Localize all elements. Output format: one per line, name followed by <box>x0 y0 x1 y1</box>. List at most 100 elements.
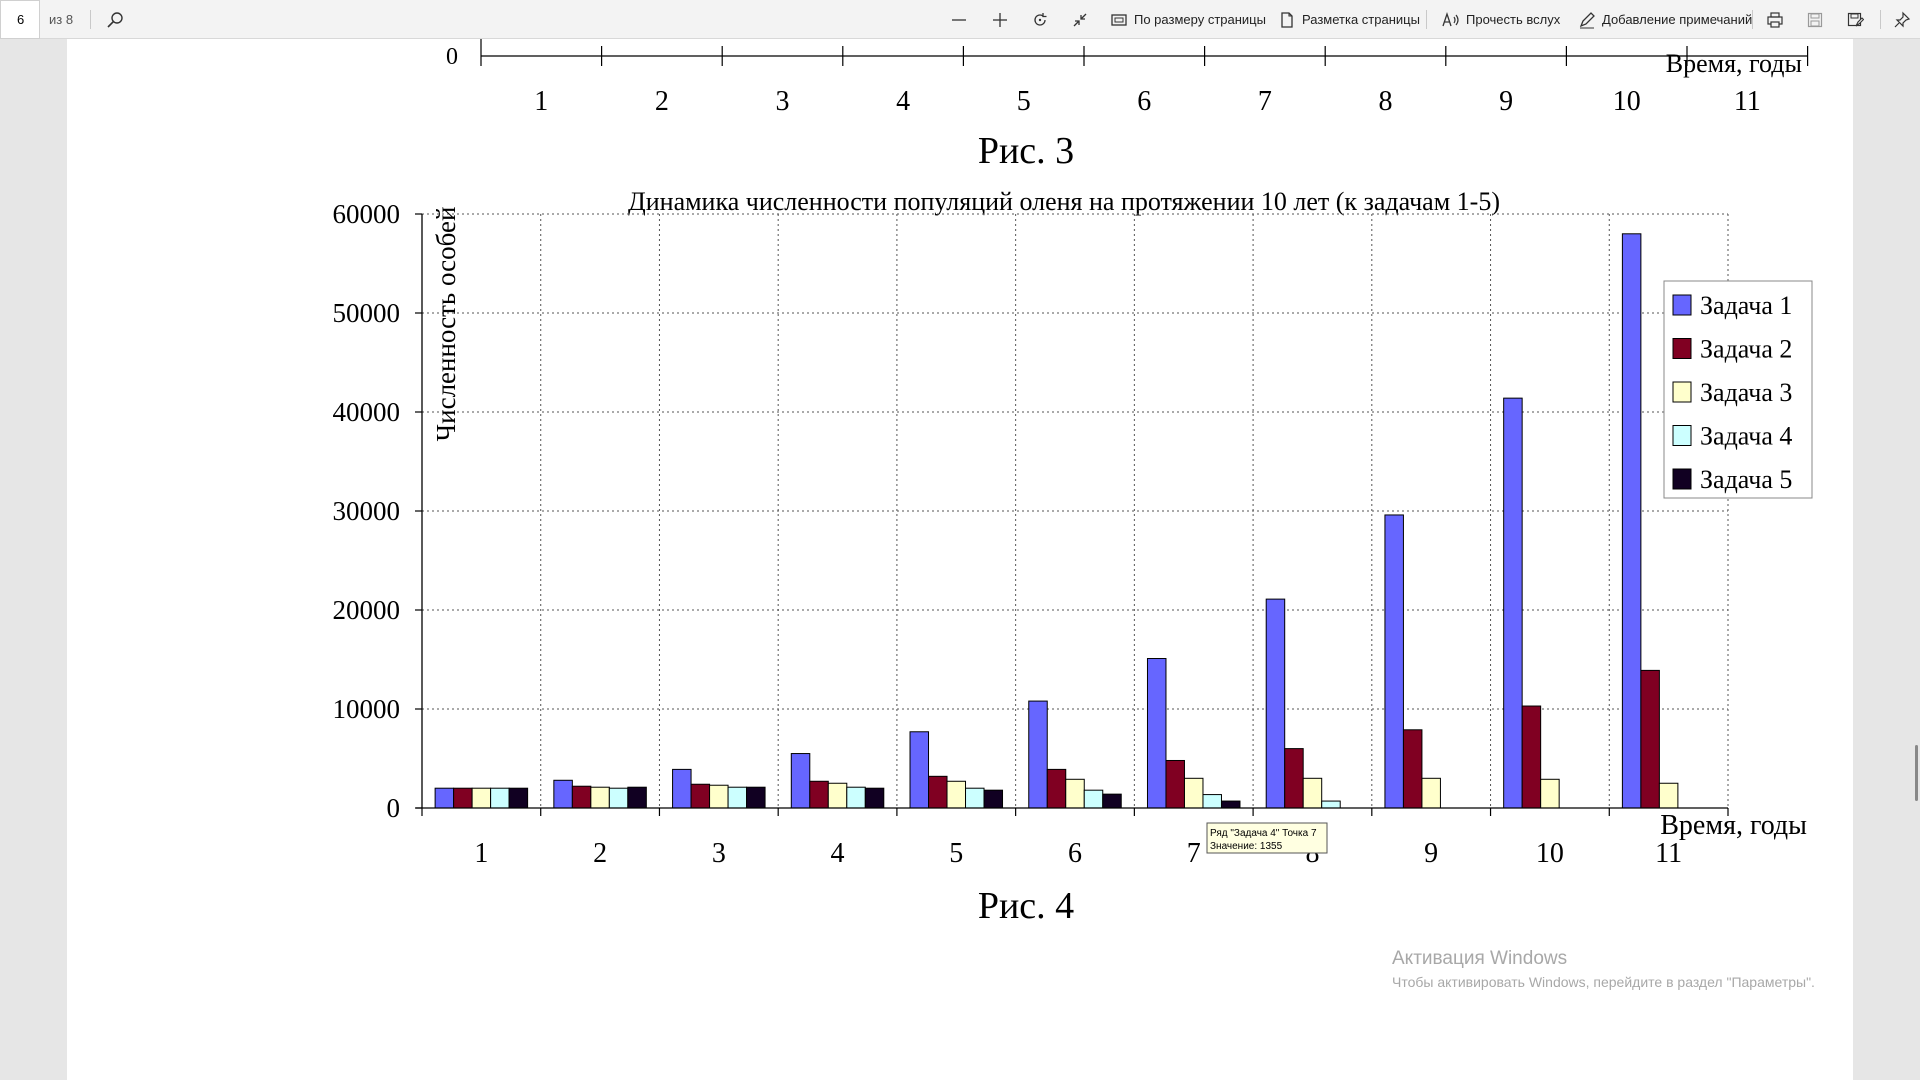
zoom-in-button[interactable] <box>991 0 1009 39</box>
bar-2-1[interactable] <box>453 787 473 809</box>
bar-2-4[interactable] <box>809 780 829 809</box>
save-as-button[interactable] <box>1846 0 1864 39</box>
legend-swatch-1 <box>1672 294 1692 316</box>
bar-2-9[interactable] <box>1402 729 1423 809</box>
page-layout-label: Разметка страницы <box>1302 12 1420 27</box>
bar-3-8[interactable] <box>1302 777 1323 809</box>
document-page <box>67 39 1853 1080</box>
bar-3-4[interactable] <box>827 782 848 809</box>
ink-icon <box>1579 11 1595 28</box>
page-number-input[interactable]: 6 <box>0 0 40 39</box>
read-aloud-icon <box>1442 11 1459 26</box>
bar-2-5[interactable] <box>928 775 948 809</box>
fig3-caption: Рис. 3 <box>978 130 1074 172</box>
toolbar-separator <box>90 10 91 29</box>
fig3-tick-label: 11 <box>1734 86 1761 117</box>
bar-5-7[interactable] <box>1220 800 1241 809</box>
legend-label-3: Задача 3 <box>1700 378 1792 407</box>
fig3-tick-label: 3 <box>776 86 790 117</box>
add-notes-button[interactable]: Добавление примечаний <box>1578 0 1752 39</box>
bar-1-7[interactable] <box>1146 658 1167 809</box>
y-tick-label: 30000 <box>333 496 401 526</box>
fit-page-icon <box>1111 13 1127 26</box>
scroll-indicator[interactable] <box>1915 745 1918 801</box>
bar-1-8[interactable] <box>1265 598 1286 809</box>
x-axis-label: Время, годы <box>1660 810 1807 841</box>
bar-4-6[interactable] <box>1083 789 1104 809</box>
bar-3-7[interactable] <box>1183 777 1204 809</box>
bar-5-3[interactable] <box>746 786 766 809</box>
bar-3-10[interactable] <box>1540 778 1560 809</box>
fit-page-button[interactable]: По размеру страницы <box>1110 0 1266 39</box>
chart-bars <box>434 233 1679 809</box>
bar-2-2[interactable] <box>571 785 592 809</box>
bar-3-1[interactable] <box>471 787 492 809</box>
page-layout-button[interactable]: Разметка страницы <box>1278 0 1420 39</box>
bar-1-4[interactable] <box>790 753 811 809</box>
y-tick-label: 60000 <box>333 199 401 229</box>
y-tick-label: 10000 <box>333 694 401 724</box>
print-icon <box>1767 11 1783 28</box>
y-tick-label: 20000 <box>333 595 401 625</box>
bar-3-11[interactable] <box>1658 782 1679 809</box>
y-tick-labels: 0 10000 20000 30000 40000 50000 60000 <box>333 199 401 823</box>
save-as-icon <box>1847 12 1864 26</box>
bar-3-9[interactable] <box>1421 777 1441 809</box>
fig3-tick-label: 7 <box>1258 86 1272 117</box>
bar-1-6[interactable] <box>1028 700 1048 809</box>
bar-3-3[interactable] <box>709 784 729 809</box>
bar-1-1[interactable] <box>434 787 455 809</box>
bar-4-5[interactable] <box>965 787 985 809</box>
fig3-xlabel: Время, годы <box>1666 49 1802 78</box>
fit-width-button[interactable] <box>1071 0 1089 39</box>
bar-3-2[interactable] <box>590 786 610 809</box>
bar-2-6[interactable] <box>1046 768 1067 809</box>
bar-5-6[interactable] <box>1102 793 1122 809</box>
bar-5-2[interactable] <box>627 786 647 809</box>
page-count-label: из 8 <box>49 12 74 27</box>
bar-1-3[interactable] <box>672 768 692 809</box>
bar-2-8[interactable] <box>1284 748 1304 809</box>
bar-1-9[interactable] <box>1384 514 1404 809</box>
x-tick-label: 11 <box>1655 838 1682 869</box>
bar-5-4[interactable] <box>864 787 885 809</box>
bar-4-1[interactable] <box>490 787 510 809</box>
print-button[interactable] <box>1766 0 1784 39</box>
rotate-button[interactable] <box>1031 0 1049 39</box>
bar-4-2[interactable] <box>608 787 629 809</box>
read-aloud-button[interactable]: Прочесть вслух <box>1442 0 1560 39</box>
pin-button[interactable] <box>1893 0 1911 39</box>
bar-2-3[interactable] <box>690 783 711 809</box>
fig3-tick-label: 10 <box>1613 86 1641 117</box>
bar-3-6[interactable] <box>1065 778 1085 809</box>
save-button[interactable] <box>1806 0 1824 39</box>
search-icon <box>107 11 123 28</box>
zoom-in-icon <box>993 12 1007 27</box>
bar-1-2[interactable] <box>553 779 573 809</box>
bar-4-7[interactable] <box>1202 794 1222 809</box>
bar-1-10[interactable] <box>1503 397 1523 809</box>
bar-4-8[interactable] <box>1321 800 1341 809</box>
bar-4-3[interactable] <box>727 786 748 809</box>
bar-4-4[interactable] <box>846 786 866 809</box>
bar-2-7[interactable] <box>1165 759 1185 809</box>
bar-5-1[interactable] <box>508 787 529 809</box>
x-tick-label: 6 <box>1068 838 1082 869</box>
search-button[interactable] <box>106 0 124 39</box>
legend-label-2: Задача 2 <box>1700 335 1792 364</box>
bar-1-11[interactable] <box>1621 233 1642 809</box>
zoom-out-button[interactable] <box>950 0 968 39</box>
fig3-ticks: 1 2 3 4 5 6 7 8 9 10 11 <box>534 46 1809 117</box>
figure-3: 0 1 2 3 4 5 6 7 8 9 10 11 Время, годы Рис. 3 <box>446 39 1809 172</box>
fig3-tick-label: 9 <box>1499 86 1513 117</box>
x-tick-label: 2 <box>593 838 607 869</box>
fig3-tick-label: 8 <box>1379 86 1393 117</box>
bar-2-11[interactable] <box>1640 669 1660 809</box>
bar-3-5[interactable] <box>946 780 967 809</box>
bar-2-10[interactable] <box>1521 705 1542 809</box>
bar-1-5[interactable] <box>909 731 930 809</box>
chart-gridlines <box>422 213 1729 808</box>
bar-5-5[interactable] <box>983 789 1004 809</box>
figure-4: Динамика численности популяций оленя на … <box>333 187 1813 927</box>
legend-swatch-5 <box>1672 468 1692 490</box>
